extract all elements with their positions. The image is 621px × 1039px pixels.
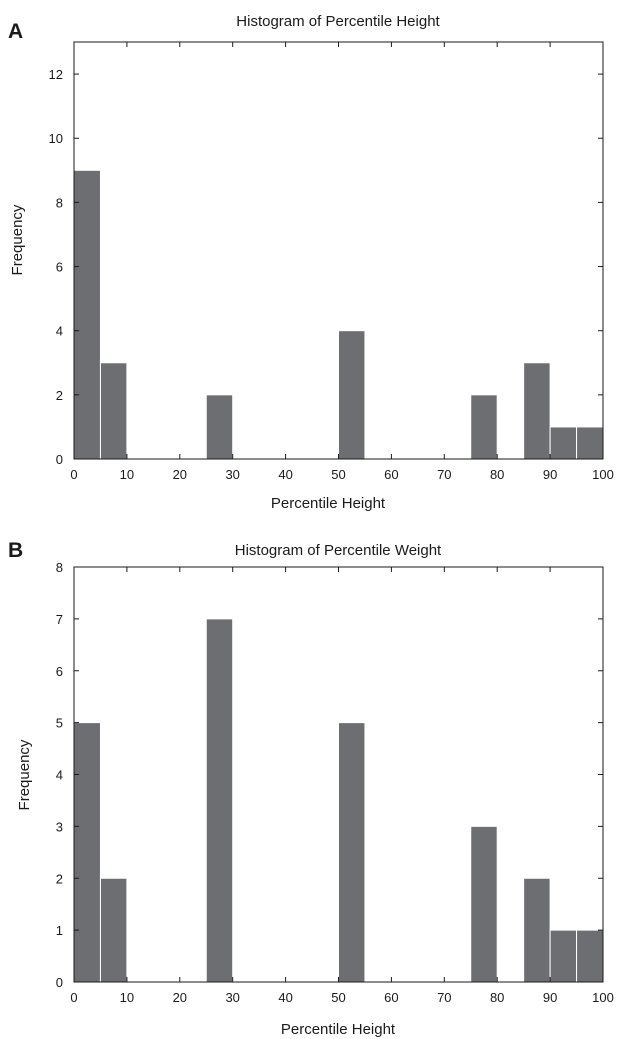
y-axis-label-a: Frequency <box>9 204 26 275</box>
x-tick-label-b: 50 <box>331 990 345 1005</box>
histogram-bar-b-0 <box>73 722 101 983</box>
y-tick-label-a: 12 <box>49 67 63 82</box>
x-tick-label-b: 40 <box>278 990 292 1005</box>
histogram-bar-a-7 <box>576 426 604 460</box>
histogram-bar-b-6 <box>549 929 578 983</box>
x-tick-label-a: 0 <box>70 467 77 482</box>
y-tick-label-a: 2 <box>56 388 63 403</box>
histogram-bar-b-7 <box>576 929 604 983</box>
y-tick-label-b: 2 <box>56 871 63 886</box>
x-tick-label-a: 90 <box>543 467 557 482</box>
y-tick-label-b: 8 <box>56 560 63 575</box>
x-tick-label-b: 60 <box>384 990 398 1005</box>
x-axis-label-b: Percentile Height <box>281 1021 396 1038</box>
histogram-panel-a: A Histogram of Percentile Height Percent… <box>8 13 614 512</box>
histogram-bar-a-4 <box>470 394 498 460</box>
x-tick-label-b: 90 <box>543 990 557 1005</box>
histogram-bar-b-2 <box>205 618 234 983</box>
y-tick-label-b: 7 <box>56 612 63 627</box>
x-tick-label-a: 20 <box>173 467 187 482</box>
x-tick-label-b: 20 <box>173 990 187 1005</box>
x-tick-label-b: 100 <box>592 990 614 1005</box>
histogram-bar-a-5 <box>523 362 551 460</box>
histogram-bar-b-3 <box>338 722 366 983</box>
y-tick-label-a: 4 <box>56 324 63 339</box>
x-tick-label-a: 100 <box>592 467 614 482</box>
y-tick-label-a: 8 <box>56 195 63 210</box>
y-tick-label-b: 5 <box>56 716 63 731</box>
x-tick-label-a: 10 <box>120 467 134 482</box>
histogram-bar-b-5 <box>523 877 551 983</box>
x-tick-label-a: 70 <box>437 467 451 482</box>
x-tick-label-b: 0 <box>70 990 77 1005</box>
x-tick-label-b: 70 <box>437 990 451 1005</box>
y-axis-label-b: Frequency <box>16 739 33 810</box>
histogram-bar-a-0 <box>73 169 101 460</box>
panel-letter-a: A <box>8 20 23 43</box>
y-tick-label-b: 6 <box>56 664 63 679</box>
y-tick-label-b: 3 <box>56 819 63 834</box>
y-tick-label-b: 0 <box>56 975 63 990</box>
chart-title-a: Histogram of Percentile Height <box>236 13 440 30</box>
histogram-panel-b: B Histogram of Percentile Weight Percent… <box>8 539 614 1038</box>
x-axis-label-a: Percentile Height <box>271 495 386 512</box>
chart-title-b: Histogram of Percentile Weight <box>235 542 442 559</box>
x-tick-label-b: 30 <box>225 990 239 1005</box>
histogram-bar-a-3 <box>338 330 366 460</box>
y-tick-label-a: 0 <box>56 452 63 467</box>
histogram-bar-a-6 <box>549 426 578 460</box>
panel-letter-b: B <box>8 539 23 562</box>
x-tick-label-b: 80 <box>490 990 504 1005</box>
x-tick-label-a: 80 <box>490 467 504 482</box>
y-tick-label-a: 6 <box>56 260 63 275</box>
x-tick-label-a: 30 <box>225 467 239 482</box>
x-tick-label-a: 60 <box>384 467 398 482</box>
histogram-bar-a-1 <box>99 362 128 460</box>
x-tick-label-a: 40 <box>278 467 292 482</box>
histogram-bar-b-4 <box>470 825 498 983</box>
x-tick-label-b: 10 <box>120 990 134 1005</box>
x-tick-label-a: 50 <box>331 467 345 482</box>
y-tick-label-a: 10 <box>49 131 63 146</box>
y-tick-label-b: 1 <box>56 923 63 938</box>
histogram-bar-b-1 <box>99 877 128 983</box>
histogram-bar-a-2 <box>205 394 234 460</box>
y-tick-label-b: 4 <box>56 768 63 783</box>
